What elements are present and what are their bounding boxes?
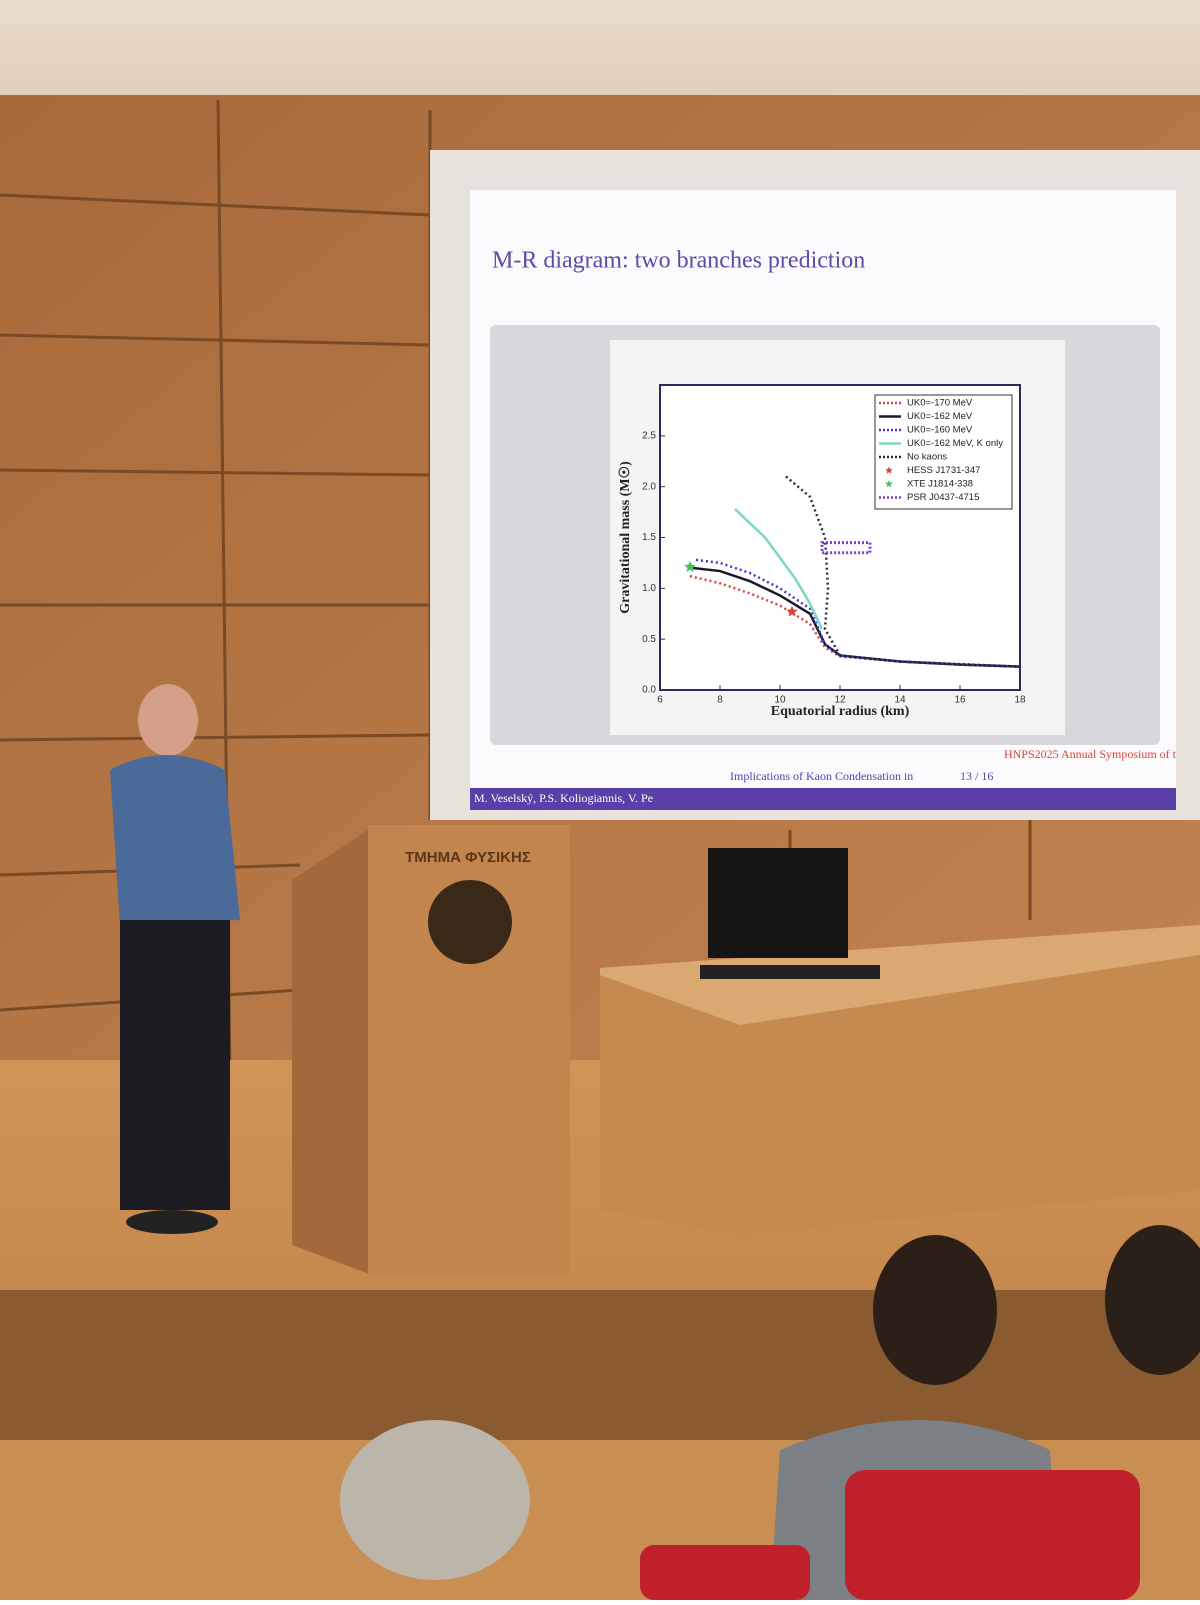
x-tick-label: 16 — [954, 695, 966, 706]
x-tick-label: 18 — [1014, 695, 1026, 706]
y-tick-label: 2.5 — [642, 430, 656, 441]
speaker — [110, 684, 240, 1234]
y-tick-label: 1.5 — [642, 532, 656, 543]
page-number: 13 / 16 — [960, 769, 993, 783]
x-tick-label: 12 — [834, 695, 846, 706]
legend-label: XTE J1814-338 — [907, 479, 973, 490]
footer-authors: M. Veselský, P.S. Koliogiannis, V. Pe — [474, 791, 653, 805]
footer-talk: Implications of Kaon Condensation in — [730, 769, 913, 783]
x-tick-label: 14 — [894, 695, 906, 706]
legend-label: HESS J1731-347 — [907, 465, 980, 476]
legend-box — [874, 394, 1013, 510]
stage-edge — [0, 1290, 1200, 1440]
legend-label: UK0=-162 MeV — [907, 411, 973, 422]
y-tick-label: 0.5 — [642, 634, 656, 645]
star-marker — [786, 605, 798, 617]
y-tick-label: 0.0 — [642, 685, 656, 696]
x-tick-label: 6 — [657, 695, 663, 706]
error-box — [820, 541, 872, 555]
legend-swatch — [885, 466, 893, 474]
curve — [695, 558, 1021, 668]
y-tick-label: 1.0 — [642, 583, 656, 594]
desk — [600, 848, 1200, 1235]
slide-title: M-R diagram: two branches prediction — [492, 248, 865, 274]
legend-label: UK0=-170 MeV — [907, 398, 973, 409]
curve — [692, 566, 1021, 668]
podium: ΤΜΗΜΑ ΦΥΣΙΚΗΣ — [292, 825, 570, 1275]
x-tick-label: 8 — [717, 695, 723, 706]
podium-label: ΤΜΗΜΑ ΦΥΣΙΚΗΣ — [405, 849, 531, 866]
slide-footer — [470, 788, 1176, 810]
star-marker — [684, 560, 696, 572]
y-tick-label: 2.0 — [642, 481, 656, 492]
legend-label: No kaons — [907, 452, 947, 463]
legend-swatch — [885, 480, 893, 488]
audience — [340, 1225, 1200, 1600]
legend-label: UK0=-162 MeV, K only — [907, 438, 1003, 449]
legend-label: UK0=-160 MeV — [907, 425, 973, 436]
y-axis-label: Gravitational mass (M☉) — [618, 461, 633, 614]
x-tick-label: 10 — [774, 695, 786, 706]
curve — [785, 475, 1021, 668]
x-axis-label: Equatorial radius (km) — [771, 704, 910, 719]
legend-label: PSR J0437-4715 — [907, 492, 979, 503]
chart: 0.0 0.5 1.0 1.5 2.0 2.5 6 8 10 12 14 16 18 Equatorial… — [618, 384, 1026, 719]
curve — [734, 508, 824, 630]
footer-event: HNPS2025 Annual Symposium of t — [1004, 747, 1177, 761]
